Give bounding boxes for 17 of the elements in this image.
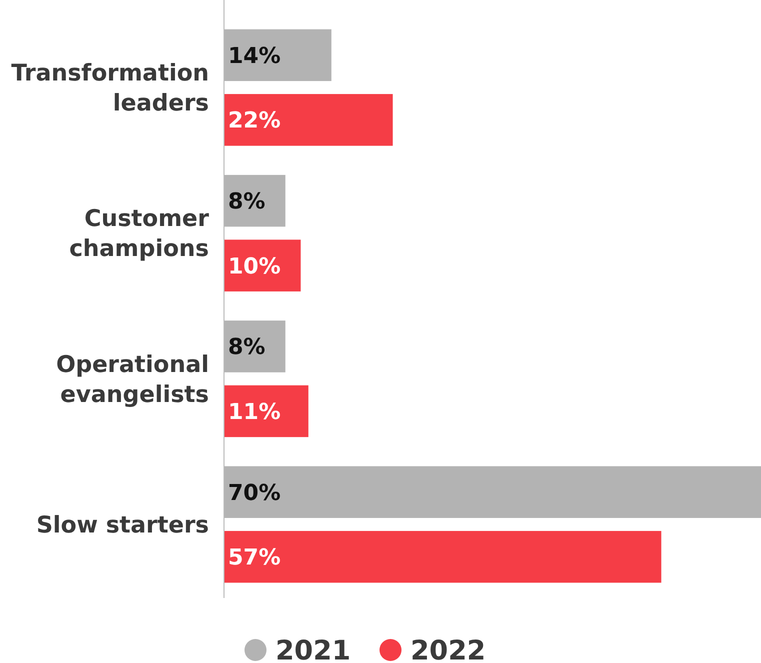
data-label: 8% <box>228 335 266 360</box>
data-label: 57% <box>228 546 281 571</box>
bar <box>224 530 662 583</box>
y-tick-label: Customer champions <box>69 206 210 262</box>
legend-label: 2022 <box>410 635 486 663</box>
data-label: 8% <box>228 190 266 214</box>
bar <box>224 94 393 146</box>
y-tick-label: Operational evangelists <box>56 352 209 408</box>
data-label: 10% <box>228 254 281 280</box>
data-label: 14% <box>228 44 281 69</box>
y-tick-label: Transformation leaders <box>11 60 209 117</box>
legend-label: 2021 <box>276 635 351 663</box>
data-label: 22% <box>228 108 281 134</box>
data-label: 70% <box>228 480 281 506</box>
bar <box>224 385 308 438</box>
y-tick-label: Slow starters <box>36 512 209 539</box>
data-label: 11% <box>228 400 281 425</box>
